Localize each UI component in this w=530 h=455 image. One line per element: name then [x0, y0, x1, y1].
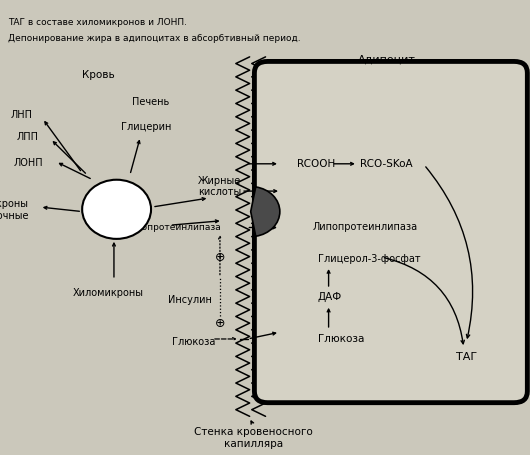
Text: Жирные
кислоты: Жирные кислоты [198, 176, 242, 197]
Text: Глицерол-3-фосфат: Глицерол-3-фосфат [318, 254, 421, 264]
Text: ТАГ в составе хиломикронов и ЛОНП.: ТАГ в составе хиломикронов и ЛОНП. [8, 18, 187, 27]
Text: Печень: Печень [132, 97, 170, 107]
FancyBboxPatch shape [254, 61, 527, 403]
Circle shape [82, 180, 151, 239]
Text: ⊕: ⊕ [215, 251, 225, 263]
Wedge shape [251, 187, 280, 236]
Text: ТАГ*: ТАГ* [104, 204, 129, 214]
Text: ЛНП: ЛНП [11, 110, 33, 120]
Text: Липопротеинлипаза: Липопротеинлипаза [123, 223, 221, 232]
Text: Липопротеинлипаза: Липопротеинлипаза [313, 222, 418, 233]
Text: Хиломикроны
остаточные: Хиломикроны остаточные [0, 199, 29, 221]
Text: ДАФ: ДАФ [318, 292, 342, 302]
Text: Глицерин: Глицерин [120, 122, 171, 132]
Text: RCO-SKoA: RCO-SKoA [360, 159, 413, 169]
Text: Глюкоза: Глюкоза [318, 334, 365, 344]
Text: Стенка кровеносного
капилляра: Стенка кровеносного капилляра [194, 427, 313, 449]
Text: Хиломикроны: Хиломикроны [73, 288, 144, 298]
Text: ЛПП: ЛПП [16, 131, 38, 142]
Text: Инсулин: Инсулин [168, 295, 211, 305]
Text: Кровь: Кровь [82, 70, 114, 80]
Text: RCOOH: RCOOH [297, 159, 335, 169]
Text: ТАГ: ТАГ [456, 352, 477, 362]
Text: Депонирование жира в адипоцитах в абсорбтивный период.: Депонирование жира в адипоцитах в абсорб… [8, 34, 301, 43]
Text: Глюкоза: Глюкоза [172, 337, 215, 347]
Text: ⊕: ⊕ [215, 317, 225, 329]
Text: Адипоцит: Адипоцит [358, 54, 416, 64]
Text: ЛОНП: ЛОНП [14, 158, 43, 168]
